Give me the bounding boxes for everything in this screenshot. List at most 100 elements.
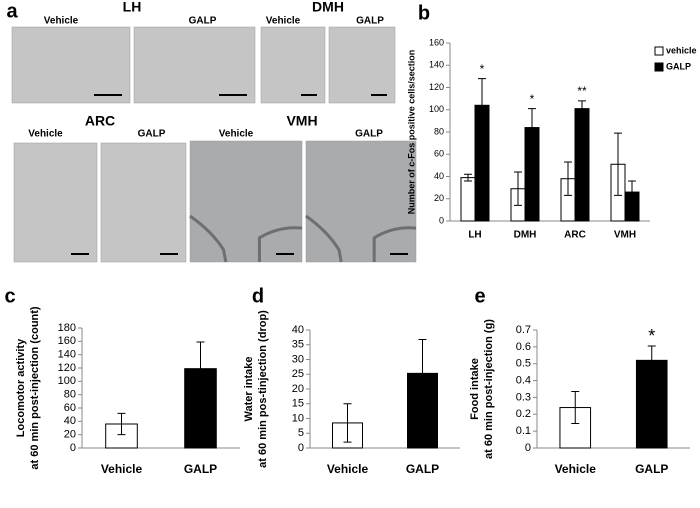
y-axis-label: Food intake: [469, 358, 481, 420]
micrograph-label: Vehicle: [28, 129, 63, 140]
x-tick-label: GALP: [184, 462, 217, 476]
x-tick-label: ARC: [564, 230, 586, 241]
y-axis-label: Number of c-Fos positive cells/section: [406, 50, 416, 215]
y-tick-label: 120: [429, 82, 444, 92]
y-tick-label: 0.2: [516, 408, 531, 420]
micrograph-title: VMH: [286, 113, 317, 129]
y-tick-label: 40: [434, 171, 444, 181]
micrograph-title: ARC: [85, 113, 115, 129]
legend-swatch: [654, 46, 664, 56]
y-tick-label: 100: [429, 104, 444, 114]
y-tick-label: 30: [292, 353, 304, 365]
y-tick-label: 35: [292, 339, 304, 351]
panel-label: b: [418, 2, 430, 24]
y-tick-label: 25: [292, 368, 304, 380]
x-tick-label: Vehicle: [555, 462, 597, 476]
y-tick-label: 20: [292, 383, 304, 395]
micrograph-title: DMH: [312, 0, 344, 15]
y-tick-label: 120: [58, 362, 76, 374]
micrograph-title: LH: [123, 0, 142, 15]
legend-label: GALP: [666, 61, 691, 71]
micrograph: [328, 26, 396, 104]
x-tick-label: Vehicle: [101, 462, 143, 476]
y-tick-label: 0.1: [516, 425, 531, 437]
error-bar: [196, 341, 205, 396]
error-bar: [571, 391, 580, 425]
micrograph-label: GALP: [189, 16, 217, 27]
bar: [574, 108, 590, 222]
y-axis-label: at 60 min pos-tinjection (drop): [257, 310, 269, 468]
y-tick-label: 100: [58, 375, 76, 387]
micrograph: [100, 142, 187, 263]
y-tick-label: 180: [58, 322, 76, 334]
micrograph: [13, 142, 98, 263]
bar: [407, 372, 438, 449]
micrograph: [133, 26, 256, 104]
micrograph-label: GALP: [355, 129, 383, 140]
y-tick-label: 0.3: [516, 391, 531, 403]
y-tick-label: 5: [298, 427, 304, 439]
y-tick-label: 60: [64, 402, 76, 414]
error-bar: [578, 100, 586, 117]
y-axis-label: at 60 min post-injection (count): [29, 306, 41, 470]
micrograph-label: GALP: [138, 129, 166, 140]
y-tick-label: 20: [64, 429, 76, 441]
y-tick-label: 20: [434, 193, 444, 203]
significance: *: [648, 326, 655, 346]
y-axis-label: Locomotor activity: [15, 338, 27, 437]
micrograph: [189, 140, 303, 263]
error-bar: [418, 338, 427, 408]
error-bar: [343, 403, 352, 443]
y-tick-label: 160: [429, 37, 444, 47]
error-bar: [528, 108, 536, 147]
panel-label: d: [252, 285, 264, 307]
y-tick-label: 140: [429, 60, 444, 70]
panel-label: a: [6, 0, 18, 22]
y-tick-label: 0: [525, 442, 531, 454]
y-tick-label: 10: [292, 412, 304, 424]
y-tick-label: 140: [58, 349, 76, 361]
y-tick-label: 0.6: [516, 341, 531, 353]
micrograph-label: GALP: [356, 16, 384, 27]
micrograph: [305, 140, 417, 263]
y-axis-label: Water intake: [243, 356, 255, 421]
y-tick-label: 0.7: [516, 324, 531, 336]
panel-label: e: [474, 285, 485, 307]
error-bar: [647, 345, 656, 376]
x-tick-label: DMH: [514, 230, 537, 241]
micrograph-label: Vehicle: [266, 16, 301, 27]
y-tick-label: 40: [292, 324, 304, 336]
error-bar: [464, 173, 472, 182]
error-bar: [478, 78, 486, 133]
x-tick-label: GALP: [635, 462, 668, 476]
micrograph: [11, 26, 131, 104]
micrograph: [260, 26, 326, 104]
micrograph-label: Vehicle: [219, 129, 254, 140]
x-tick-label: Vehicle: [327, 462, 369, 476]
y-tick-label: 60: [434, 149, 444, 159]
significance: *: [480, 62, 485, 76]
error-bar: [564, 161, 572, 196]
error-bar: [628, 180, 636, 204]
x-tick-label: VMH: [614, 230, 636, 241]
y-tick-label: 80: [434, 126, 444, 136]
y-tick-label: 40: [64, 415, 76, 427]
bar: [460, 177, 476, 222]
y-tick-label: 15: [292, 398, 304, 410]
y-tick-label: 0: [70, 442, 76, 454]
legend-swatch: [654, 62, 664, 72]
tissue-edge: [189, 214, 303, 263]
tissue-edge: [305, 214, 417, 263]
panel-label: c: [4, 285, 15, 307]
bar: [184, 368, 217, 449]
significance: *: [530, 92, 535, 106]
y-tick-label: 160: [58, 335, 76, 347]
legend-label: vehicle: [666, 45, 697, 55]
y-tick-label: 0.5: [516, 358, 531, 370]
y-tick-label: 0: [439, 215, 444, 225]
y-axis-label: at 60 min post-injection (g): [483, 319, 495, 459]
significance: **: [577, 84, 587, 98]
error-bar: [514, 171, 522, 206]
y-tick-label: 0: [298, 442, 304, 454]
